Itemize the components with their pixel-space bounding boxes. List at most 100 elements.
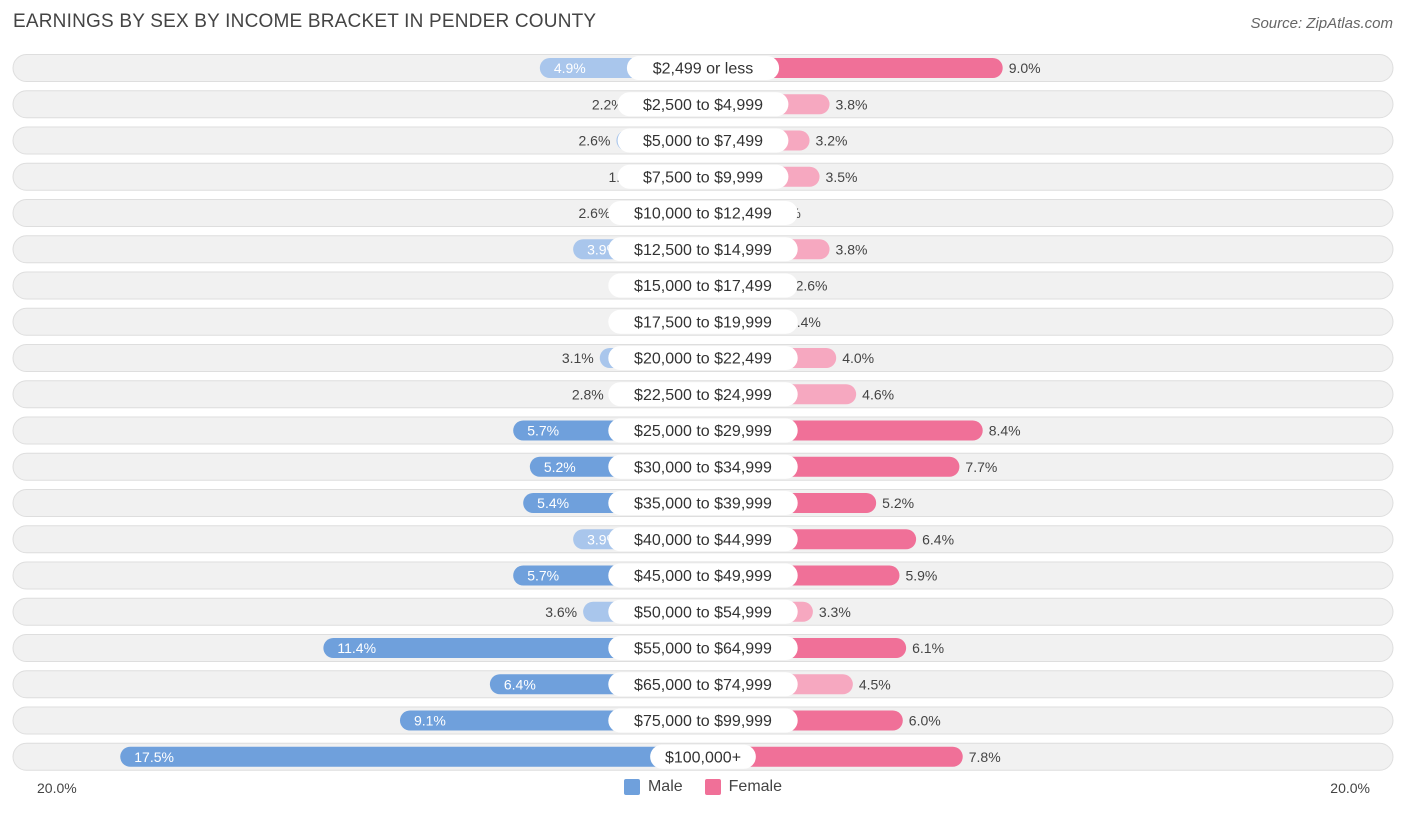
legend-item-male[interactable]: Male — [623, 778, 683, 796]
category-label: $75,000 to $99,999 — [634, 713, 772, 730]
bar-row: 5.7% 8.4% $25,000 to $29,999 — [12, 416, 1394, 445]
category-pill — [608, 491, 798, 515]
category-pill — [608, 346, 798, 370]
female-value-label: 3.8% — [836, 96, 868, 112]
category-label: $30,000 to $34,999 — [634, 459, 772, 476]
category-pill — [608, 273, 798, 298]
bar-row: 3.9% 6.4%$40,000 to $44,999 — [12, 525, 1394, 554]
male-value-label: 5.4% — [537, 495, 569, 511]
category-pill — [626, 56, 780, 80]
bar-row: 2.2% 3.8% $2,500 to $4,999 — [12, 90, 1394, 119]
female-value-label: 4.6% — [862, 386, 894, 402]
category-pill — [608, 563, 798, 588]
female-value-label: 3.2% — [816, 133, 848, 149]
female-value-label: 7.8% — [969, 749, 1001, 765]
category-label: $50,000 to $54,999 — [634, 604, 772, 621]
category-pill — [608, 599, 798, 624]
male-value-label: 17.5% — [134, 749, 174, 765]
female-value-label: 6.0% — [909, 713, 941, 729]
category-pill — [608, 636, 798, 660]
female-value-label: 4.0% — [842, 350, 874, 366]
category-pill — [608, 418, 798, 443]
category-label: $12,500 to $14,999 — [634, 242, 772, 259]
category-label: $40,000 to $44,999 — [634, 532, 772, 549]
category-pill — [608, 527, 798, 552]
male-value-label: 5.7% — [527, 568, 559, 584]
category-label: $25,000 to $29,999 — [634, 423, 772, 440]
bar-row: 2.6% 3.2% $5,000 to $7,499 — [12, 126, 1394, 155]
female-value-label: 3.8% — [836, 241, 868, 257]
female-value-label: 5.2% — [882, 495, 914, 511]
legend-label-male: Male — [647, 778, 683, 795]
female-value-label: 6.4% — [922, 531, 954, 547]
bar-row: 3.9% 3.8%$12,500 to $14,999 — [12, 235, 1394, 264]
male-value-label: 2.2% — [592, 96, 624, 112]
female-value-label: 3.5% — [826, 169, 858, 185]
category-pill — [617, 128, 789, 153]
category-pill — [608, 309, 798, 334]
legend-label-female: Female — [728, 778, 783, 795]
male-value-label: 2.6% — [578, 133, 610, 149]
legend: Male Female — [0, 778, 1406, 796]
axis-left-label: 20.0% — [37, 780, 77, 796]
chart-title: EARNINGS BY SEX BY INCOME BRACKET IN PEN… — [13, 11, 597, 32]
category-label: $35,000 to $39,999 — [634, 496, 772, 513]
female-value-label: 3.3% — [819, 604, 851, 620]
category-label: $100,000+ — [665, 749, 741, 766]
bar-row: 17.5% 7.8% $100,000+ — [12, 742, 1394, 771]
female-value-label: 5.9% — [905, 568, 937, 584]
category-pill — [650, 744, 756, 769]
male-value-label: 2.8% — [572, 386, 604, 402]
female-value-label: 8.4% — [989, 423, 1021, 439]
category-label: $65,000 to $74,999 — [634, 677, 772, 694]
bar-row: 9.1% 6.0% $75,000 to $99,999 — [12, 706, 1394, 735]
female-value-label: 4.5% — [859, 676, 891, 692]
bar-row: 4.9% 9.0% $2,499 or less — [12, 54, 1394, 82]
female-bar — [703, 746, 963, 767]
category-label: $55,000 to $64,999 — [634, 641, 772, 658]
male-value-label: 6.4% — [504, 676, 536, 692]
male-bar — [323, 638, 703, 658]
bar-row: 1.4%2.6%$15,000 to $17,499 — [12, 271, 1394, 300]
legend-item-female[interactable]: Female — [704, 778, 783, 796]
category-pill — [608, 237, 798, 262]
category-pill — [608, 672, 798, 697]
male-value-label: 3.6% — [545, 604, 577, 620]
bar-row: 1.7%3.5%$7,500 to $9,999 — [12, 162, 1394, 191]
bar-row: 5.2% 7.7% $30,000 to $34,999 — [12, 452, 1394, 481]
male-value-label: 4.9% — [554, 60, 586, 76]
bar-row: 11.4% 6.1% $55,000 to $64,999 — [12, 634, 1394, 662]
category-pill — [617, 164, 789, 189]
category-label: $10,000 to $12,499 — [634, 206, 772, 223]
male-value-label: 9.1% — [414, 713, 446, 729]
axis-right-label: 20.0% — [1330, 780, 1370, 796]
category-pill — [608, 201, 798, 225]
bar-row: 5.7% 5.9% $45,000 to $49,999 — [12, 561, 1394, 590]
category-pill — [608, 708, 798, 733]
category-label: $17,500 to $19,999 — [634, 314, 772, 331]
male-value-label: 3.1% — [562, 350, 594, 366]
category-pill — [617, 92, 789, 117]
legend-swatch-female — [704, 779, 721, 795]
male-value-label: 11.4% — [337, 640, 376, 656]
female-value-label: 9.0% — [1009, 60, 1041, 76]
female-value-label: 7.7% — [965, 459, 997, 475]
bar-row: 2.6%1.8%$10,000 to $12,499 — [12, 199, 1394, 227]
category-pill — [608, 382, 798, 407]
male-bar — [120, 746, 703, 767]
category-label: $5,000 to $7,499 — [643, 133, 763, 150]
source-label: Source: ZipAtlas.com — [1250, 15, 1393, 32]
male-value-label: 5.7% — [527, 423, 559, 439]
category-label: $7,500 to $9,999 — [643, 169, 763, 186]
category-label: $20,000 to $22,499 — [634, 351, 772, 368]
female-value-label: 6.1% — [912, 640, 944, 656]
category-label: $2,500 to $4,999 — [643, 97, 763, 114]
category-label: $22,500 to $24,999 — [634, 387, 772, 404]
male-value-label: 5.2% — [544, 459, 576, 475]
bar-row: 6.4% 4.5% $65,000 to $74,999 — [12, 670, 1394, 699]
bar-row: 3.1% 4.0% $20,000 to $22,499 — [12, 344, 1394, 372]
category-label: $15,000 to $17,499 — [634, 278, 772, 295]
bar-row: 3.6% 3.3% $50,000 to $54,999 — [12, 597, 1394, 626]
category-pill — [608, 454, 798, 479]
